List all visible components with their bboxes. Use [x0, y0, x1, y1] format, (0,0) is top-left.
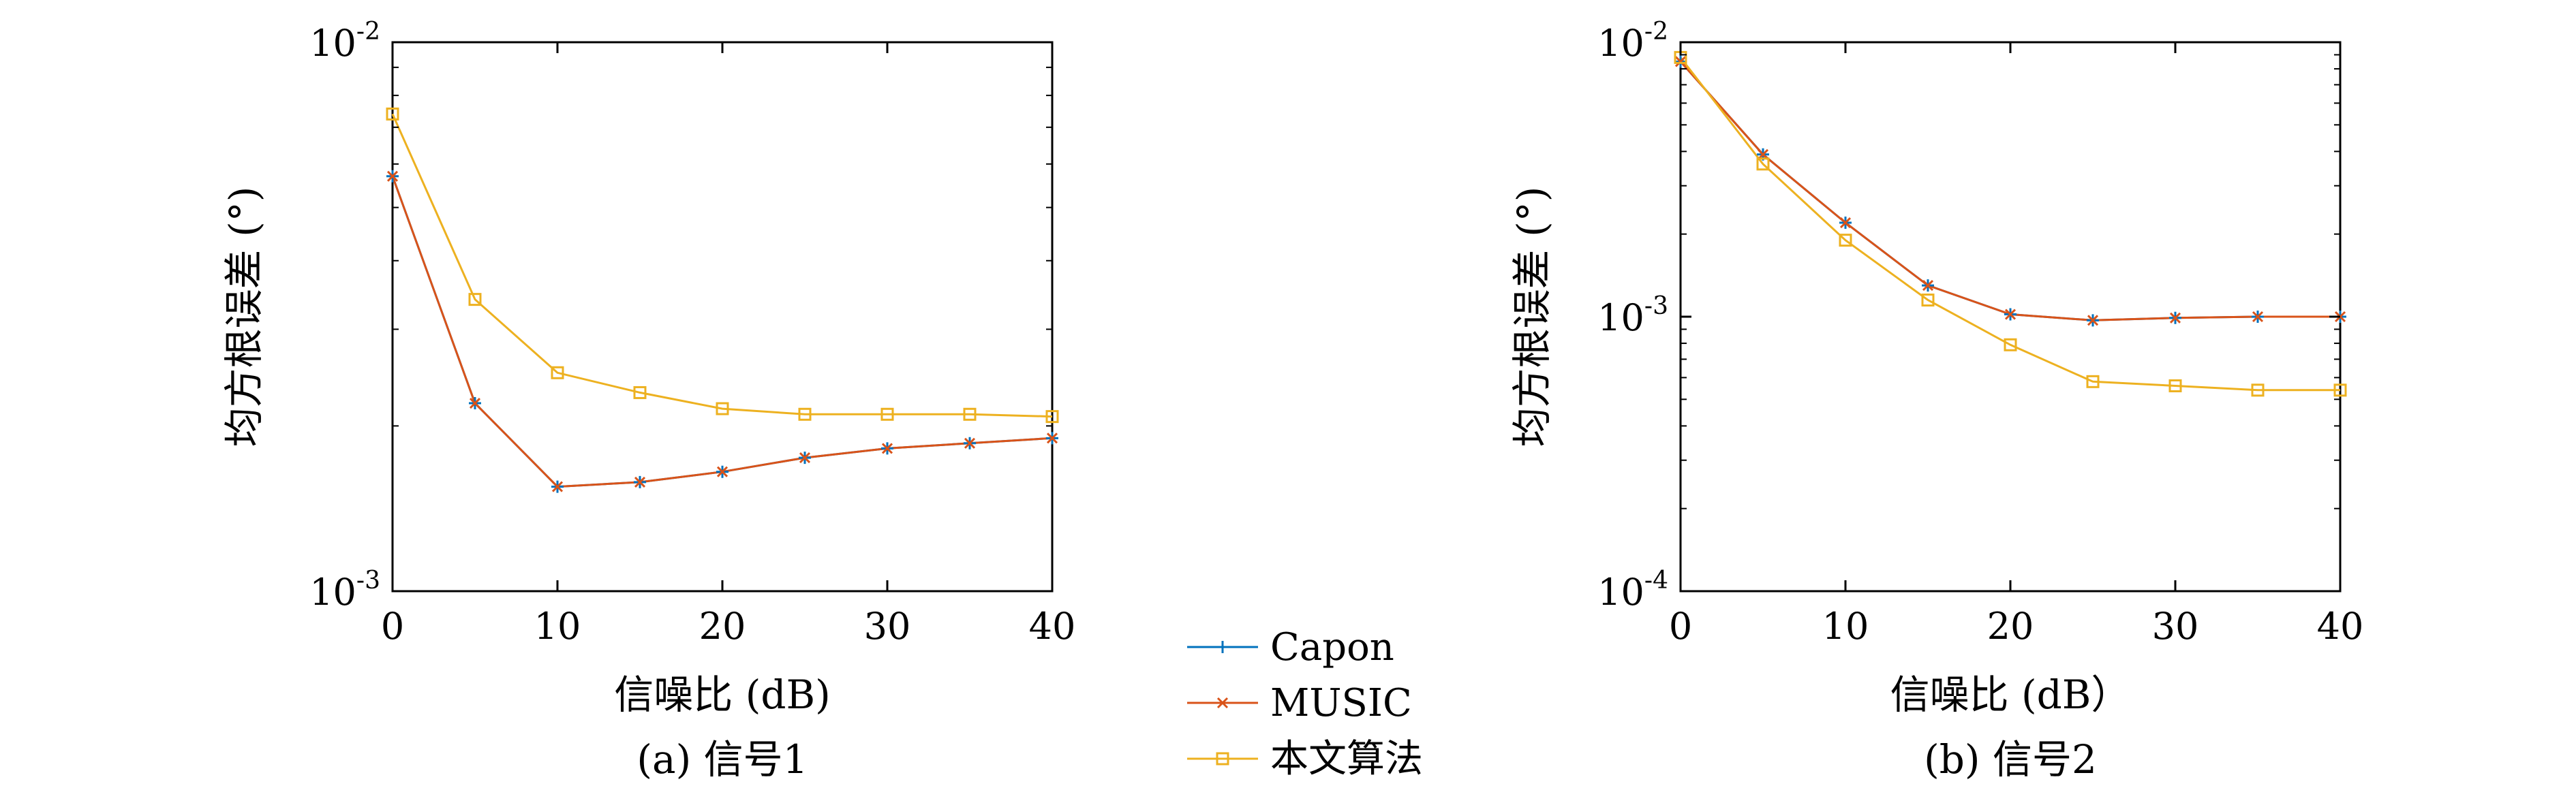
legend-label: Capon	[1270, 625, 1394, 669]
legend-marker-square	[1216, 752, 1229, 766]
data-point-square	[716, 402, 729, 415]
data-point-x	[799, 452, 811, 464]
plot-marks-b	[1674, 50, 2347, 397]
series-line-square	[391, 113, 1053, 418]
data-point-square	[880, 407, 894, 421]
x-tick-label: 0	[381, 605, 404, 648]
data-point-square	[386, 107, 399, 121]
series-line-plus	[1679, 61, 2340, 321]
data-point-square	[2168, 379, 2182, 392]
x-axis-label-a: 信噪比 (dB)	[614, 672, 830, 718]
data-point-square	[1921, 294, 1935, 307]
data-point-x	[716, 466, 729, 477]
data-point-square	[798, 407, 812, 421]
x-tick-label: 30	[2152, 605, 2199, 648]
x-axis-label-b: 信噪比 (dB）	[1890, 672, 2131, 718]
legend: Capon MUSIC 本文算法	[1187, 625, 1423, 781]
data-point-x	[2169, 312, 2181, 324]
data-point-x	[1046, 432, 1058, 444]
y-tick-label: 10-3	[309, 567, 380, 614]
data-point-x	[2252, 311, 2264, 323]
data-point-square	[963, 407, 977, 421]
series-line-x	[391, 176, 1053, 488]
data-point-square	[633, 385, 647, 399]
data-point-square	[1045, 410, 1059, 424]
caption-a: (a) 信号1	[637, 736, 808, 783]
data-point-square	[2333, 383, 2347, 397]
plot-frame-a	[391, 41, 1054, 593]
data-point-x	[2004, 309, 2017, 320]
data-point-x	[2087, 315, 2099, 326]
data-point-x	[386, 170, 399, 182]
y-ticks-b: 10-4 10-3 10-2	[1597, 18, 2340, 614]
x-tick-label: 10	[1822, 605, 1869, 648]
data-point-square	[2086, 375, 2100, 388]
data-point-square	[2251, 383, 2265, 397]
data-point-square	[2004, 338, 2017, 351]
subplot-a: 0 10 20 30 40 10-3 10-2 信噪比 (dB) (a) 信号1 均方根误…	[221, 18, 1075, 783]
legend-label: 本文算法	[1270, 737, 1423, 781]
x-tick-label: 30	[864, 605, 911, 648]
series-line-square	[1679, 57, 2340, 392]
data-point-x	[469, 397, 481, 409]
caption-b: (b) 信号2	[1924, 736, 2097, 783]
data-point-x	[551, 481, 564, 492]
y-tick-label: 10-2	[309, 18, 380, 65]
data-point-square	[1839, 234, 1852, 247]
legend-label: MUSIC	[1270, 681, 1412, 725]
data-point-square	[1756, 157, 1770, 171]
series-line-plus	[391, 176, 1053, 488]
x-tick-label: 40	[2317, 605, 2364, 648]
x-tick-label: 20	[699, 605, 746, 648]
x-ticks-b: 0 10 20 30 40	[1669, 42, 2364, 648]
x-tick-label: 10	[534, 605, 581, 648]
data-point-x	[964, 437, 976, 449]
data-point-x	[1839, 217, 1852, 229]
y-tick-label: 10-2	[1597, 18, 1668, 65]
data-point-square	[468, 293, 482, 306]
y-axis-label-a: 均方根误差 (°)	[221, 187, 267, 447]
data-point-x	[881, 443, 893, 454]
x-ticks-a: 0 10 20 30 40	[381, 42, 1076, 648]
data-point-square	[551, 366, 564, 379]
y-ticks-a: 10-3 10-2	[309, 18, 1052, 614]
data-point-x	[1674, 56, 1687, 67]
data-point-x	[1922, 280, 1934, 291]
plot-marks-a	[386, 107, 1059, 493]
y-axis-label-b: 均方根误差 (°)	[1509, 187, 1555, 447]
legend-marker-plus	[1216, 641, 1229, 653]
data-point-x	[634, 476, 646, 488]
legend-marker-x	[1216, 697, 1229, 709]
y-tick-label: 10-4	[1597, 567, 1668, 614]
x-tick-label: 20	[1987, 605, 2034, 648]
series-line-x	[1679, 61, 2340, 321]
subplot-b: 0 10 20 30 40 10-410-310-2 信噪比 (dB） (b) 信号2 …	[1509, 18, 2363, 783]
x-tick-label: 40	[1029, 605, 1076, 648]
x-tick-label: 0	[1669, 605, 1692, 648]
y-tick-label: 10-3	[1597, 292, 1668, 339]
